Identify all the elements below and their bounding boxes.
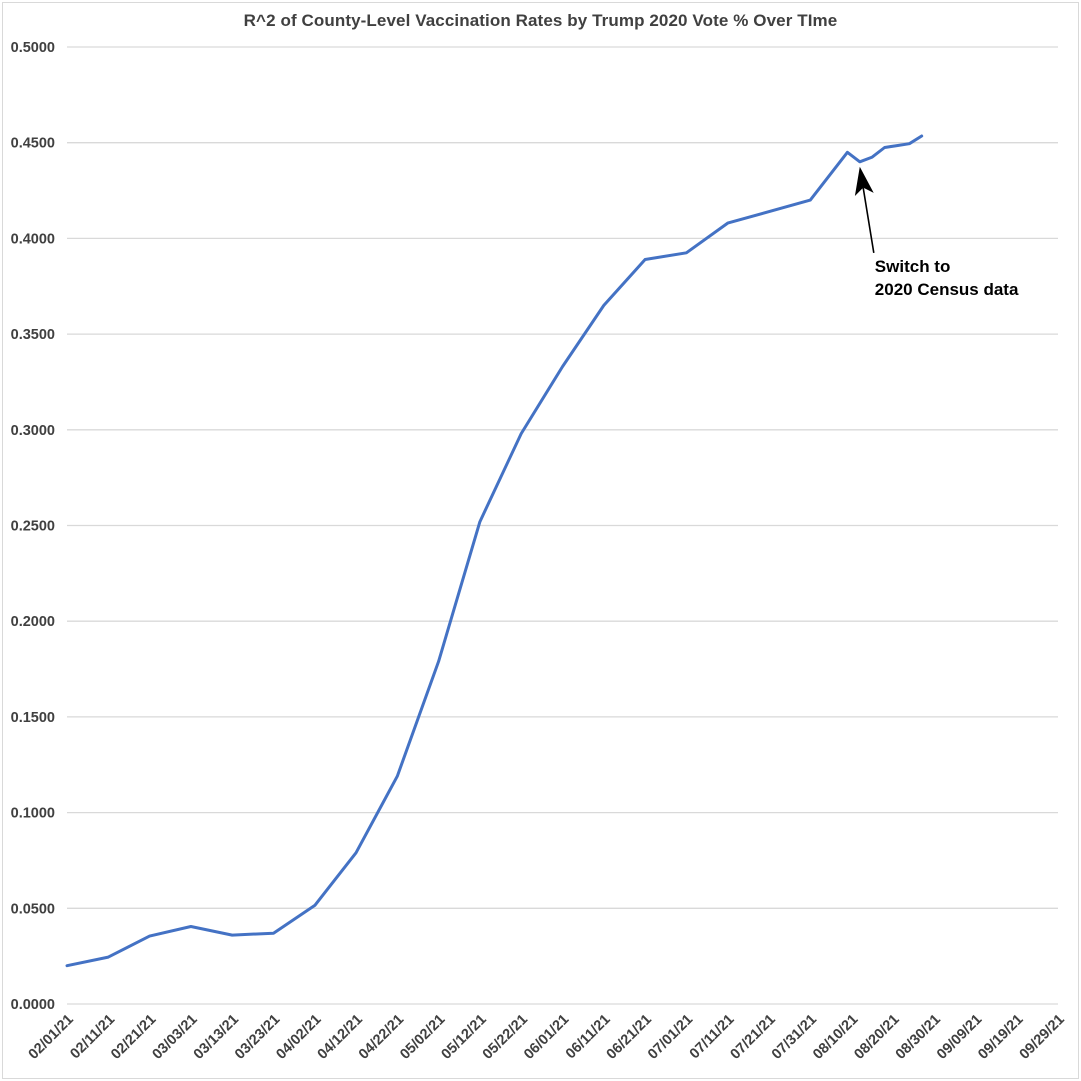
- y-axis-tick-label: 0.0000: [11, 997, 55, 1013]
- y-axis-tick-label: 0.0500: [11, 901, 55, 917]
- y-axis-tick-label: 0.5000: [11, 40, 55, 56]
- x-axis-tick-label: 09/29/21: [1017, 1012, 1068, 1063]
- y-axis-tick-label: 0.1500: [11, 710, 55, 726]
- y-axis-tick-label: 0.2500: [11, 519, 55, 535]
- x-axis-tick-label: 07/01/21: [645, 1012, 696, 1063]
- data-line-r2-series: [65, 134, 924, 968]
- annotation-arrow-line: [862, 187, 875, 253]
- annotation-text-line2: 2020 Census data: [875, 280, 1019, 299]
- y-axis-tick-label: 0.1000: [11, 806, 55, 822]
- y-axis-tick-label: 0.2000: [11, 614, 55, 630]
- y-axis-tick-label: 0.3500: [11, 327, 55, 343]
- chart-title: R^2 of County-Level Vaccination Rates by…: [243, 11, 838, 30]
- annotation-text-line1: Switch to: [875, 257, 951, 276]
- x-axis-tick-label: 02/01/21: [26, 1012, 77, 1063]
- y-axis-tick-label: 0.4000: [11, 231, 55, 247]
- y-axis-tick-label: 0.4500: [11, 136, 55, 152]
- x-axis-tick-label: 06/01/21: [521, 1012, 572, 1063]
- y-axis-tick-label: 0.3000: [11, 423, 55, 439]
- annotation-arrowhead-icon: [854, 166, 874, 196]
